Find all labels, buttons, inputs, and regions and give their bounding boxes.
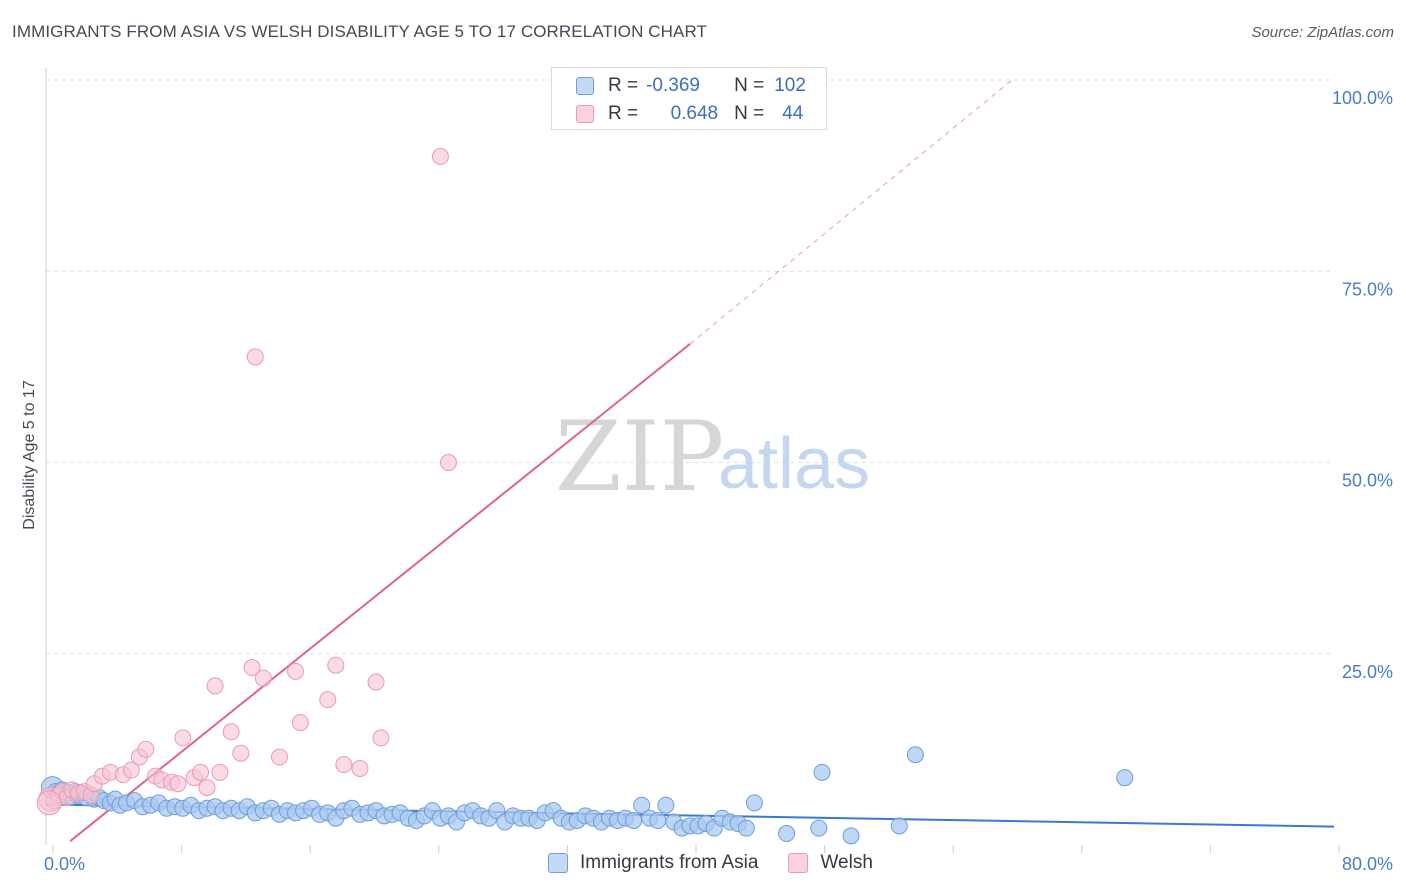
- points-layer: [36, 67, 1134, 845]
- point-welsh: [372, 729, 390, 747]
- point-asia: [745, 794, 763, 812]
- point-welsh: [137, 740, 155, 758]
- legend-n-value: 102: [774, 75, 806, 96]
- series-label-welsh: Welsh: [820, 852, 873, 873]
- legend-r-label: R =: [608, 75, 639, 96]
- legend-r-value: -0.369: [646, 75, 700, 96]
- trendline-welsh: [69, 343, 691, 842]
- point-welsh: [222, 723, 240, 741]
- legend-swatch-asia: [576, 77, 594, 95]
- grid-layer: [46, 79, 1334, 655]
- series-swatch-asia: [548, 853, 568, 873]
- chart-title: IMMIGRANTS FROM ASIA VS WELSH DISABILITY…: [12, 22, 708, 41]
- point-welsh: [169, 775, 187, 793]
- point-asia: [813, 763, 831, 781]
- point-welsh: [206, 677, 224, 695]
- watermark: ZIP atlas: [555, 401, 870, 513]
- series-label-asia: Immigrants from Asia: [580, 852, 759, 873]
- legend-row-welsh: R = 0.648 N = 44: [576, 100, 803, 128]
- point-welsh: [351, 760, 369, 777]
- point-asia: [842, 827, 860, 845]
- legend-swatch-welsh: [576, 105, 594, 123]
- point-asia: [737, 819, 755, 837]
- x-tick-label: 0.0%: [44, 854, 85, 874]
- point-welsh: [327, 656, 345, 674]
- point-welsh: [192, 763, 210, 781]
- point-welsh: [440, 454, 457, 471]
- point-welsh: [291, 714, 309, 732]
- axis-layer: [45, 68, 1340, 853]
- legend-n-label: N =: [734, 75, 765, 96]
- point-asia: [657, 796, 675, 814]
- x-tick-label: 80.0%: [1342, 854, 1393, 874]
- point-asia: [488, 802, 506, 820]
- point-welsh: [232, 744, 250, 762]
- stats-legend: R = -0.369 N = 102 R = 0.648 N = 44: [551, 67, 827, 130]
- point-asia: [1116, 769, 1134, 787]
- source-credit: Source: ZipAtlas.com: [1251, 24, 1394, 41]
- point-welsh: [319, 691, 337, 709]
- point-welsh: [270, 748, 288, 766]
- point-asia: [890, 817, 908, 835]
- y-axis-label: Disability Age 5 to 17: [21, 380, 38, 530]
- series-legend-welsh[interactable]: Welsh: [788, 852, 873, 874]
- point-welsh: [211, 763, 229, 781]
- legend-row-asia: R = -0.369 N = 102: [576, 72, 806, 100]
- point-welsh: [431, 148, 449, 165]
- point-asia: [778, 825, 796, 843]
- watermark-zip: ZIP: [555, 401, 724, 513]
- point-asia: [906, 746, 924, 764]
- watermark-atlas: atlas: [718, 424, 870, 504]
- series-legend: Immigrants from Asia Welsh: [548, 852, 903, 874]
- legend-n-label: N =: [734, 103, 765, 124]
- point-welsh: [198, 779, 216, 797]
- point-welsh: [367, 673, 385, 691]
- point-welsh: [335, 756, 353, 774]
- y-tick-label: 50.0%: [1342, 471, 1393, 491]
- series-legend-asia[interactable]: Immigrants from Asia: [548, 852, 758, 874]
- point-welsh: [254, 669, 272, 687]
- point-welsh: [36, 790, 62, 816]
- legend-r-label: R =: [608, 103, 639, 124]
- y-tick-label: 25.0%: [1342, 662, 1393, 682]
- point-asia: [810, 819, 828, 837]
- tick-layer: 25.0% 50.0% 75.0% 100.0% 0.0% 80.0%: [44, 88, 1393, 874]
- point-asia: [625, 812, 643, 830]
- point-asia: [633, 796, 651, 814]
- legend-n-value: 44: [782, 103, 804, 124]
- point-welsh: [174, 729, 192, 747]
- legend-r-value: 0.648: [670, 103, 719, 124]
- point-welsh: [243, 659, 261, 677]
- y-tick-label: 100.0%: [1332, 88, 1393, 108]
- point-welsh: [246, 348, 264, 366]
- point-asia: [649, 812, 667, 830]
- y-tick-label: 75.0%: [1342, 279, 1393, 299]
- point-welsh: [287, 662, 305, 680]
- point-welsh: [122, 761, 140, 779]
- series-swatch-welsh: [788, 853, 809, 873]
